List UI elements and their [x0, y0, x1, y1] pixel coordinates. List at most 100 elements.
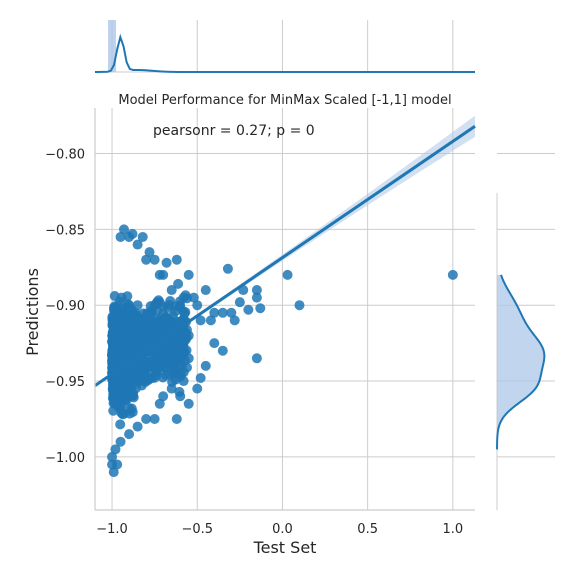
data-point [149, 300, 160, 311]
data-point [127, 307, 138, 318]
data-point [149, 254, 160, 265]
data-point [229, 315, 240, 326]
regression-line-path [94, 124, 476, 387]
y-marginal-distribution [496, 153, 555, 510]
regression-line [94, 124, 476, 387]
data-point [120, 344, 131, 355]
data-point [188, 292, 199, 303]
data-point [200, 285, 211, 296]
data-point [132, 300, 143, 311]
data-point [251, 292, 262, 303]
y-axis-label: Predictions [23, 268, 42, 356]
x-tick-label: 0.0 [272, 522, 293, 537]
data-point [154, 269, 165, 280]
data-point [118, 408, 129, 419]
x-axis-label: Test Set [253, 538, 317, 557]
data-point [447, 269, 458, 280]
data-point [141, 330, 152, 341]
data-point [177, 345, 188, 356]
data-point [118, 224, 129, 235]
data-point [183, 353, 194, 364]
data-point [175, 300, 186, 311]
data-point [166, 383, 177, 394]
data-point [209, 338, 220, 349]
y-tick-labels: −1.00 −0.95 −0.90 −0.85 −0.80 [45, 148, 85, 466]
data-point [168, 336, 179, 347]
data-point [167, 311, 178, 322]
data-point [164, 299, 175, 310]
data-point [178, 292, 189, 303]
data-point [226, 307, 237, 318]
axis-spines [94, 108, 475, 511]
data-point [132, 239, 143, 250]
data-point [138, 365, 149, 376]
data-point [110, 351, 121, 362]
data-point [144, 247, 155, 258]
data-point [158, 391, 169, 402]
data-point [171, 254, 182, 265]
data-point [217, 307, 228, 318]
data-point [282, 269, 293, 280]
data-point [109, 397, 120, 408]
data-point [176, 337, 187, 348]
x-marginal-histogram-bar [108, 20, 117, 72]
y-tick-label: −1.00 [45, 451, 85, 466]
data-point [115, 382, 126, 393]
data-point [154, 398, 165, 409]
data-point [171, 368, 182, 379]
data-point [124, 231, 135, 242]
data-point [124, 391, 135, 402]
data-point [124, 300, 135, 311]
data-point [124, 429, 135, 440]
data-point [111, 307, 122, 318]
chart-title: Model Performance for MinMax Scaled [-1,… [118, 93, 451, 108]
data-point [169, 358, 180, 369]
data-point [107, 451, 118, 462]
data-point [251, 353, 262, 364]
data-point [132, 421, 143, 432]
data-point [175, 391, 186, 402]
data-point [110, 444, 121, 455]
data-point [173, 278, 184, 289]
data-point [149, 318, 160, 329]
data-point [243, 304, 254, 315]
y-tick-label: −0.85 [45, 223, 85, 238]
y-marginal-histogram-fill [497, 274, 545, 450]
x-marginal-distribution [94, 20, 475, 73]
x-tick-label: −0.5 [181, 522, 213, 537]
x-tick-label: 1.0 [443, 522, 464, 537]
data-point [120, 313, 131, 324]
data-point [294, 300, 305, 311]
data-point [205, 315, 216, 326]
data-point [111, 358, 122, 369]
data-point [171, 413, 182, 424]
data-point [132, 376, 143, 387]
data-point [141, 254, 152, 265]
data-point [145, 373, 156, 384]
data-point [111, 333, 122, 344]
y-tick-label: −0.95 [45, 375, 85, 390]
data-point [137, 231, 148, 242]
data-point [251, 285, 262, 296]
data-point [255, 303, 266, 314]
data-point [156, 325, 167, 336]
pearson-annotation: pearsonr = 0.27; p = 0 [153, 123, 315, 139]
data-point [161, 257, 172, 268]
data-point [112, 459, 123, 470]
data-point [183, 398, 194, 409]
data-point [122, 364, 133, 375]
data-point [158, 345, 169, 356]
data-point [141, 413, 152, 424]
data-point [149, 413, 160, 424]
data-point [178, 376, 189, 387]
y-tick-label: −0.90 [45, 299, 85, 314]
data-point [222, 263, 233, 274]
data-point [192, 300, 203, 311]
data-point [166, 285, 177, 296]
data-point [115, 231, 126, 242]
data-point [195, 373, 206, 384]
y-marginal-kde-curve [496, 274, 546, 450]
data-point [157, 316, 168, 327]
x-tick-label: −1.0 [96, 522, 128, 537]
